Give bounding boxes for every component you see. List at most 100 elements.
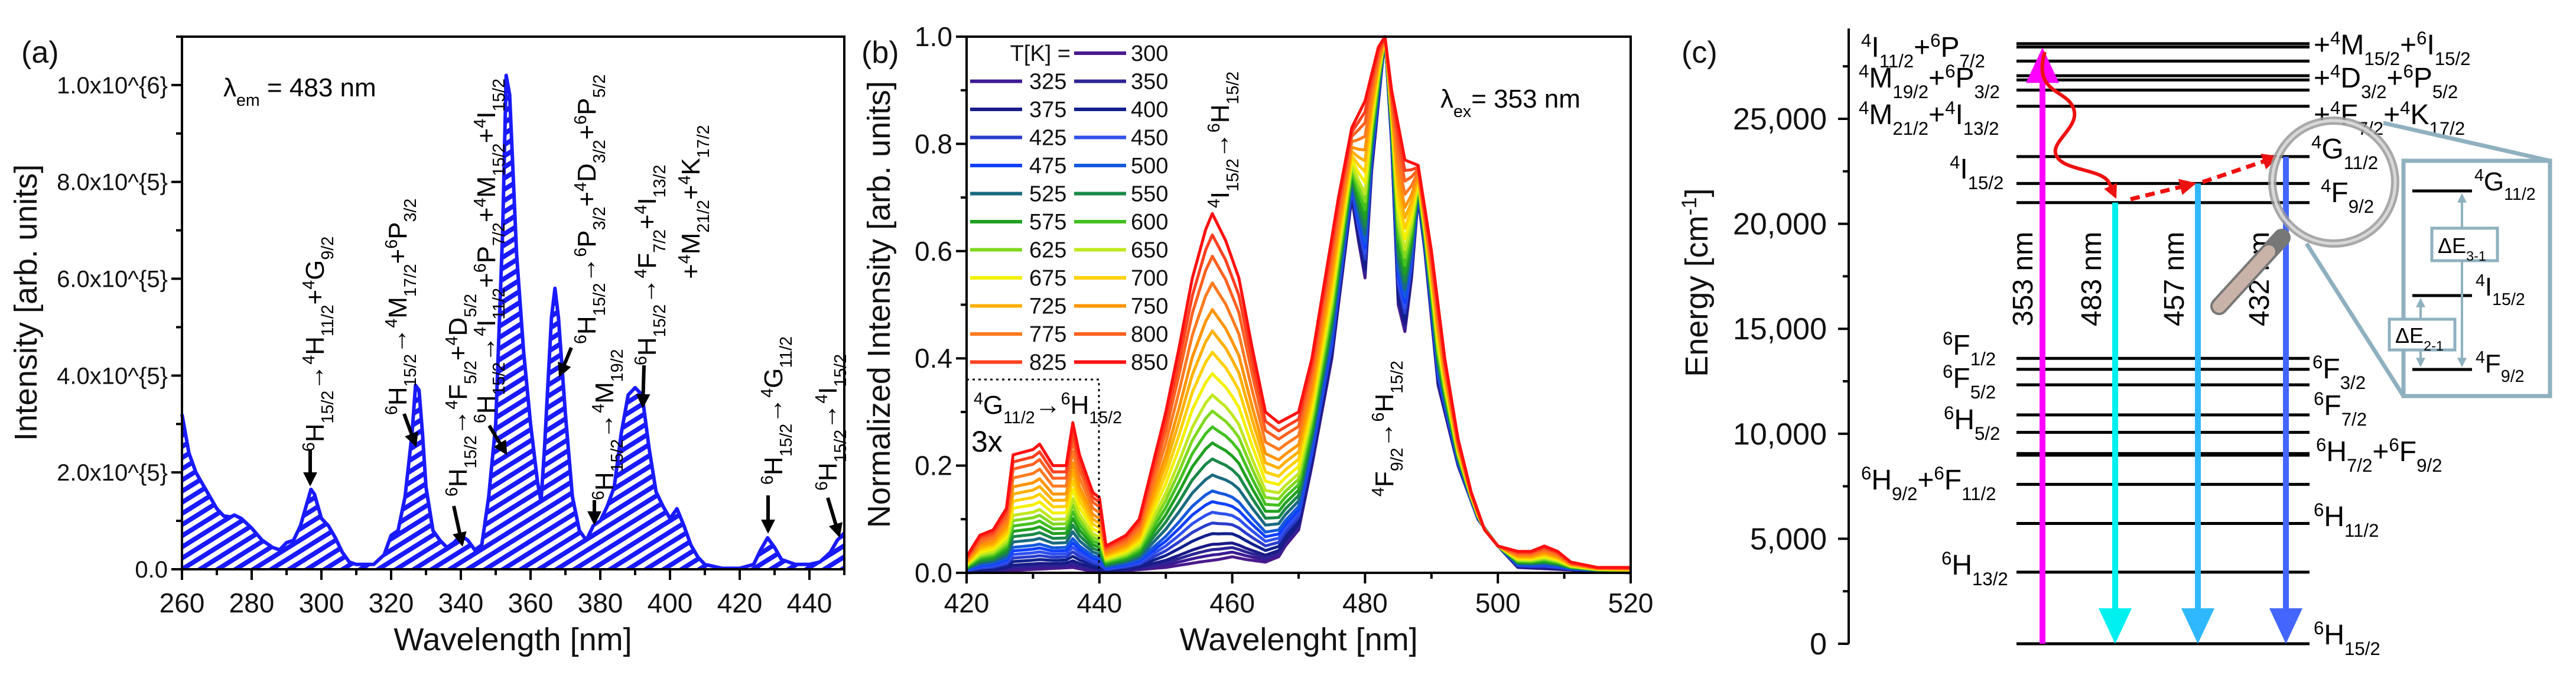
level-label: 6H5/2 [1944,403,2000,444]
text-run: → [1035,391,1061,420]
text-run: 19/2 [1892,82,1928,102]
text-run: 3/2 [401,199,420,222]
arrow-icon [487,424,508,456]
transition-annotation: 6H15/2→4G11/2 [758,336,796,485]
text-run: M [383,297,412,319]
plot-area-c: 0 5,000 10,000 15,000 20,000 25,000 [1733,28,2310,661]
text-run: ] [1679,188,1715,197]
text-run: λ [1440,85,1453,114]
text-run: + [573,125,601,140]
transition-label: 483 nm [2076,232,2107,326]
arrow-icon [636,365,650,408]
text-run: H [633,337,662,356]
y-tick-label: 2.0x10^{5} [57,460,168,486]
x-tick-label: 360 [508,588,554,618]
text-run: 21/2 [694,200,713,233]
text-run: 6 [471,263,490,273]
text-run: + [2314,30,2330,61]
x-tick-label: 420 [717,588,763,618]
text-run: 6 [2314,388,2324,409]
transition-annotation: 6H15/2→4M17/2+6P3/2 [382,199,420,415]
text-run: + [2372,436,2389,468]
text-run: I [2427,30,2434,61]
text-run: 4 [2330,98,2340,118]
text-run: + [1914,32,1930,63]
y-tick-label: 15,000 [1733,312,1827,346]
text-run: 7/2 [2347,455,2372,476]
level-label: 4M19/2+6P3/2 [1859,61,2000,102]
panel-label-b: (b) [861,35,899,70]
text-run: 15/2 [2364,48,2400,69]
magnifier-icon [2210,116,2399,315]
panel-label-a: (a) [21,35,59,70]
text-run: I [472,320,501,327]
x-tick-label: 380 [578,588,623,618]
legend-label: 500 [1131,154,1168,179]
panel-b-emission-spectra: 420 440 460 480 500 520 0.0 0.2 0.4 0.6 0.8 1.0 (b)… [861,21,1653,657]
legend-label: 525 [1029,182,1066,207]
text-run: + [1928,99,1945,131]
level-label: +4M15/2+6I15/2 [2314,28,2471,69]
text-run: 4 [300,280,318,290]
text-run: + [676,184,705,200]
text-run: 5/2 [461,294,480,317]
text-run: 9/2 [2501,367,2525,386]
y-tick-label: 25,000 [1733,102,1827,137]
text-run: 15/2 [1224,158,1243,192]
y-axis-title-c: Energy [cm-1] [1678,188,1715,377]
y-tick-label: 0.0 [135,557,168,583]
level-label: 6H13/2 [1941,548,2008,589]
text-run: 3/2 [1974,82,1999,102]
text-run: 5/2 [461,361,480,384]
text-run: H [590,472,619,491]
text-run: 15/2 [1089,408,1122,427]
text-run: 5/2 [590,74,609,98]
y-tick-label: 1.0x10^{6} [57,73,168,99]
text-run: 11/2 [777,336,796,368]
text-run: 6 [758,475,777,485]
y-tick-label: 0.0 [915,557,952,588]
text-run: M [676,233,705,255]
text-run: I [633,197,662,205]
text-run: 17/2 [694,125,713,158]
text-run: + [676,264,705,279]
text-run: λ [223,73,236,102]
text-run: 15/2 [650,304,669,338]
text-run: 4 [571,182,590,192]
text-run: P [573,230,601,247]
y-tick-label: 10,000 [1733,417,1827,452]
legend-label: 625 [1029,238,1066,263]
transition-annotation: 6H15/2→4I11/2+6P7/2+4M15/2+4I15/2 [471,79,509,423]
text-run: 6 [471,414,490,423]
legend-label: 450 [1131,126,1168,151]
text-run: 4 [443,400,461,410]
text-run: + [383,249,412,264]
text-run: 15/2 [1224,72,1243,105]
text-run: 3-1 [2466,248,2486,264]
legend-label: 850 [1131,351,1168,375]
connector-line [2305,242,2405,397]
text-run: 7/2 [650,229,669,253]
text-run: 15/2 [490,362,509,395]
text-run: 4 [382,319,401,328]
text-run: 4 [443,336,461,345]
gap-box [2388,317,2457,352]
text-run: 15/2 [2344,638,2380,659]
text-run: 6 [1943,361,1953,382]
legend-label: 325 [1029,70,1066,95]
x-tick-label: 260 [160,588,205,618]
text-run: → [590,413,619,439]
text-run: G [2321,134,2343,165]
text-run: 6 [2403,61,2413,82]
text-run: ΔE [2395,323,2424,348]
level-label: 6F5/2 [1943,361,1996,403]
y-tick-label: 0 [1810,627,1827,661]
text-run: H [1370,394,1399,413]
text-run: 7/2 [490,222,509,246]
level-label: 6H9/2+6F11/2 [1861,463,1996,504]
legend-label: 650 [1131,238,1168,263]
text-run: + [2400,30,2416,61]
text-run: P [383,222,412,239]
level-label: 4M21/2+4I13/2 [1859,98,1999,139]
arrow-icon [826,497,843,538]
